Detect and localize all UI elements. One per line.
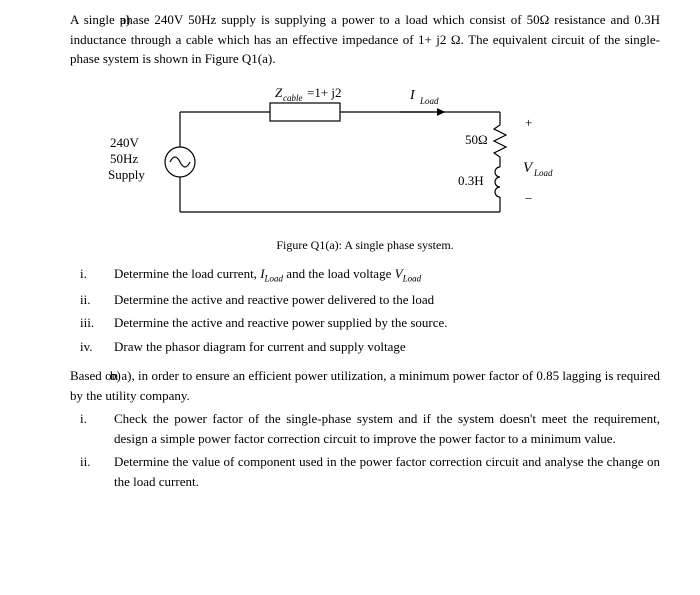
a-item-i-num: i. <box>80 264 114 286</box>
supply-voltage: 240V <box>110 135 140 150</box>
part-b-paragraph: Based on a), in order to ensure an effic… <box>70 366 660 405</box>
part-a-label: a) <box>120 10 130 30</box>
v-load-sym: V <box>523 160 534 176</box>
plus-sign: + <box>525 115 532 130</box>
b-item-i-num: i. <box>80 409 114 448</box>
a-item-i-text: Determine the load current, ILoad and th… <box>114 264 660 286</box>
part-b-list: i. Check the power factor of the single-… <box>80 409 660 491</box>
a-item-ii-text: Determine the active and reactive power … <box>114 290 660 310</box>
resistor-value: 50Ω <box>465 132 488 147</box>
b-item-i-text: Check the power factor of the single-pha… <box>114 409 660 448</box>
z-cable-sub: cable <box>283 93 303 103</box>
part-a-paragraph: A single phase 240V 50Hz supply is suppl… <box>70 10 660 69</box>
a-item-ii-num: ii. <box>80 290 114 310</box>
part-b-label: b) <box>110 366 121 386</box>
b-item-ii-num: ii. <box>80 452 114 491</box>
v-load-sub: Load <box>533 168 553 178</box>
i-load-sub: Load <box>419 96 439 106</box>
inductor-value: 0.3H <box>458 173 484 188</box>
b-item-ii-text: Determine the value of component used in… <box>114 452 660 491</box>
minus-sign: − <box>525 191 532 206</box>
a-item-iv-num: iv. <box>80 337 114 357</box>
circuit-diagram: Z cable =1+ j2 I Load 240V 50Hz Supply 5… <box>70 77 660 232</box>
supply-freq: 50Hz <box>110 151 138 166</box>
i-load-sym: I <box>409 88 416 103</box>
part-a-list: i. Determine the load current, ILoad and… <box>80 264 660 357</box>
a-item-iii-num: iii. <box>80 313 114 333</box>
figure-caption: Figure Q1(a): A single phase system. <box>70 236 660 254</box>
z-cable-eq: =1+ j2 <box>307 85 342 100</box>
z-cable-sym: Z <box>275 85 283 100</box>
supply-label: Supply <box>108 167 145 182</box>
a-item-iv-text: Draw the phasor diagram for current and … <box>114 337 660 357</box>
a-item-iii-text: Determine the active and reactive power … <box>114 313 660 333</box>
